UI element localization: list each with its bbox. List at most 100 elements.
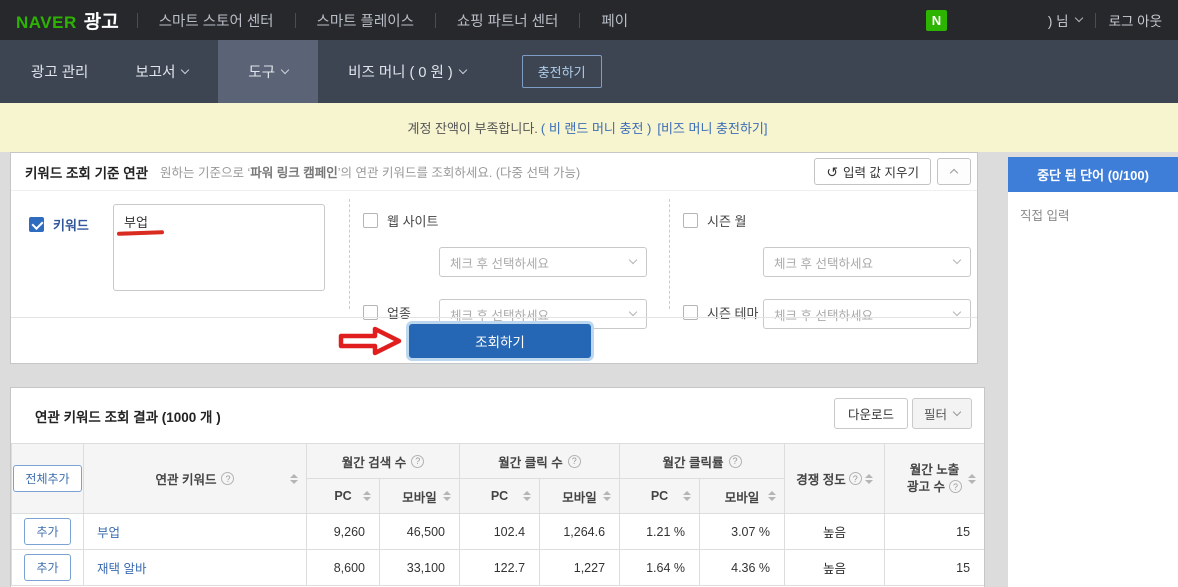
- website-select[interactable]: 체크 후 선택하세요: [439, 247, 647, 277]
- sort-icon[interactable]: [523, 491, 532, 501]
- nav-report[interactable]: 보고서: [118, 61, 205, 82]
- table-row: 추가 재택 알바 8,600 33,100 122.7 1,227 1.64 %…: [11, 549, 984, 586]
- sort-icon[interactable]: [768, 491, 777, 501]
- menu-smart-place[interactable]: 스마트 플레이스: [316, 13, 414, 30]
- help-icon[interactable]: [567, 454, 581, 468]
- desc-prefix: 원하는 기준으로 ‘: [160, 166, 251, 180]
- help-icon[interactable]: [949, 480, 963, 494]
- nav-biz-money[interactable]: 비즈 머니 ( 0 원 ): [331, 61, 483, 82]
- season-theme-checkbox[interactable]: [683, 305, 698, 320]
- results-title: 연관 키워드 조회 결과 (1000 개 ): [35, 410, 221, 425]
- keyword-results-table: 전체추가 연관 키워드 월간 검색 수: [11, 443, 984, 586]
- keyword-link[interactable]: 재택 알바: [97, 562, 147, 576]
- keyword-checkbox[interactable]: [29, 217, 44, 232]
- header-search-label: 월간 검색 수: [341, 455, 407, 470]
- cell-pc-click: 122.7: [459, 549, 541, 586]
- sort-icon[interactable]: [968, 473, 977, 484]
- subheader-pc-search: PC: [306, 478, 380, 514]
- download-button[interactable]: 다운로드: [833, 398, 908, 429]
- naver-n-badge-icon[interactable]: N: [925, 9, 947, 31]
- results-panel: 연관 키워드 조회 결과 (1000 개 ) 다운로드 필터 전체추가 연관 키…: [10, 387, 985, 587]
- charge-button[interactable]: 충전하기: [521, 55, 602, 88]
- help-icon[interactable]: [411, 454, 425, 468]
- help-icon[interactable]: [848, 472, 862, 485]
- search-button-row: 조회하기: [11, 317, 977, 363]
- filter-label: 필터: [923, 408, 947, 422]
- add-all-button[interactable]: 전체추가: [13, 465, 82, 492]
- cell-pc-search: 9,260: [306, 513, 380, 550]
- header-monthly-search: 월간 검색 수: [305, 443, 461, 479]
- chevron-down-icon: [181, 65, 190, 74]
- keyword-label: 키워드: [53, 218, 89, 233]
- nav-tools[interactable]: 도구: [218, 40, 319, 103]
- chevron-down-icon: [952, 307, 962, 317]
- biz-money-charge-link[interactable]: [비즈 머니 충전하기]: [657, 121, 768, 136]
- season-month-checkbox[interactable]: [683, 213, 698, 228]
- menu-pay[interactable]: 페이: [601, 13, 629, 30]
- red-arrow-annotation: [338, 326, 402, 356]
- naver-ad-logo[interactable]: NAVER 광고: [16, 7, 119, 34]
- website-checkbox[interactable]: [363, 213, 378, 228]
- chevron-down-icon: [952, 255, 962, 265]
- cell-competition: 높음: [784, 513, 886, 550]
- logout-link[interactable]: 로그 아웃: [1108, 14, 1162, 29]
- keyword-input[interactable]: 부업: [113, 204, 325, 291]
- season-theme-select[interactable]: 체크 후 선택하세요: [763, 299, 971, 329]
- nav-label: 비즈 머니 ( 0 원 ): [348, 65, 453, 81]
- divider: [434, 12, 436, 28]
- cell-add: 추가: [11, 549, 84, 586]
- header-keyword: 연관 키워드: [83, 443, 307, 514]
- clear-inputs-button[interactable]: ↺ 입력 값 지우기: [814, 158, 931, 185]
- menu-smart-store-center[interactable]: 스마트 스토어 센터: [158, 13, 274, 30]
- help-icon[interactable]: [221, 472, 235, 485]
- header-monthly-click: 월간 클릭 수: [459, 443, 621, 479]
- search-button[interactable]: 조회하기: [409, 324, 591, 358]
- cell-pc-search: 8,600: [306, 549, 380, 586]
- subheader-mobile-click: 모바일: [539, 478, 621, 514]
- add-keyword-button[interactable]: 추가: [24, 518, 71, 545]
- keyword-link[interactable]: 부업: [97, 526, 121, 540]
- criteria-description: 원하는 기준으로 ‘파워 링크 캠페인’의 연관 키워드를 조회하세요. (다중…: [160, 162, 580, 181]
- sort-icon[interactable]: [603, 491, 612, 501]
- user-name: ) 님: [1047, 14, 1069, 29]
- collapse-panel-button[interactable]: [937, 158, 971, 185]
- sort-icon[interactable]: [290, 473, 298, 484]
- add-keyword-button[interactable]: 추가: [24, 554, 71, 581]
- sort-icon[interactable]: [363, 491, 371, 501]
- chevron-down-icon: [952, 407, 962, 416]
- nav-label: 도구: [248, 65, 276, 81]
- season-month-select[interactable]: 체크 후 선택하세요: [763, 247, 971, 277]
- divider: [1094, 12, 1096, 28]
- nav-ad-management[interactable]: 광고 관리: [14, 61, 105, 82]
- industry-checkbox[interactable]: [363, 305, 378, 320]
- sort-icon[interactable]: [443, 491, 452, 501]
- divider: [579, 12, 581, 28]
- cell-mobile-ctr: 4.36 %: [699, 549, 786, 586]
- help-icon[interactable]: [728, 454, 742, 468]
- website-select-placeholder: 체크 후 선택하세요: [450, 256, 549, 271]
- pc-label: PC: [490, 489, 509, 503]
- divider: [669, 199, 670, 309]
- header-competition: 경쟁 정도: [784, 443, 886, 514]
- sort-icon[interactable]: [683, 491, 692, 501]
- ad-logo-text: 광고: [83, 11, 119, 33]
- brand-money-charge-link[interactable]: ( 비 랜드 머니 충전 ): [540, 121, 652, 136]
- menu-shopping-partner-center[interactable]: 쇼핑 파트너 센터: [456, 13, 559, 30]
- cell-keyword: 재택 알바: [83, 549, 307, 586]
- website-field-row: 웹 사이트: [363, 211, 438, 230]
- nav-label: 보고서: [135, 65, 176, 81]
- divider: [136, 12, 138, 28]
- sort-icon[interactable]: [864, 473, 873, 484]
- filter-button[interactable]: 필터: [911, 398, 972, 429]
- user-account-dropdown[interactable]: ) 님: [1047, 10, 1083, 30]
- notice-message: 계정 잔액이 부족합니다.: [407, 121, 538, 136]
- naver-logo-text: NAVER: [16, 12, 77, 32]
- desc-campaign-name: 파워 링크 캠페인: [250, 166, 338, 180]
- cell-competition: 높음: [784, 549, 886, 586]
- subheader-pc-ctr: PC: [619, 478, 701, 514]
- divider: [294, 12, 296, 28]
- header-ctr-label: 월간 클릭률: [662, 455, 724, 470]
- desc-suffix: ’의 연관 키워드를 조회하세요. (다중 선택 가능): [337, 166, 581, 180]
- industry-select-placeholder: 체크 후 선택하세요: [450, 308, 549, 323]
- undo-icon: ↺: [826, 163, 839, 180]
